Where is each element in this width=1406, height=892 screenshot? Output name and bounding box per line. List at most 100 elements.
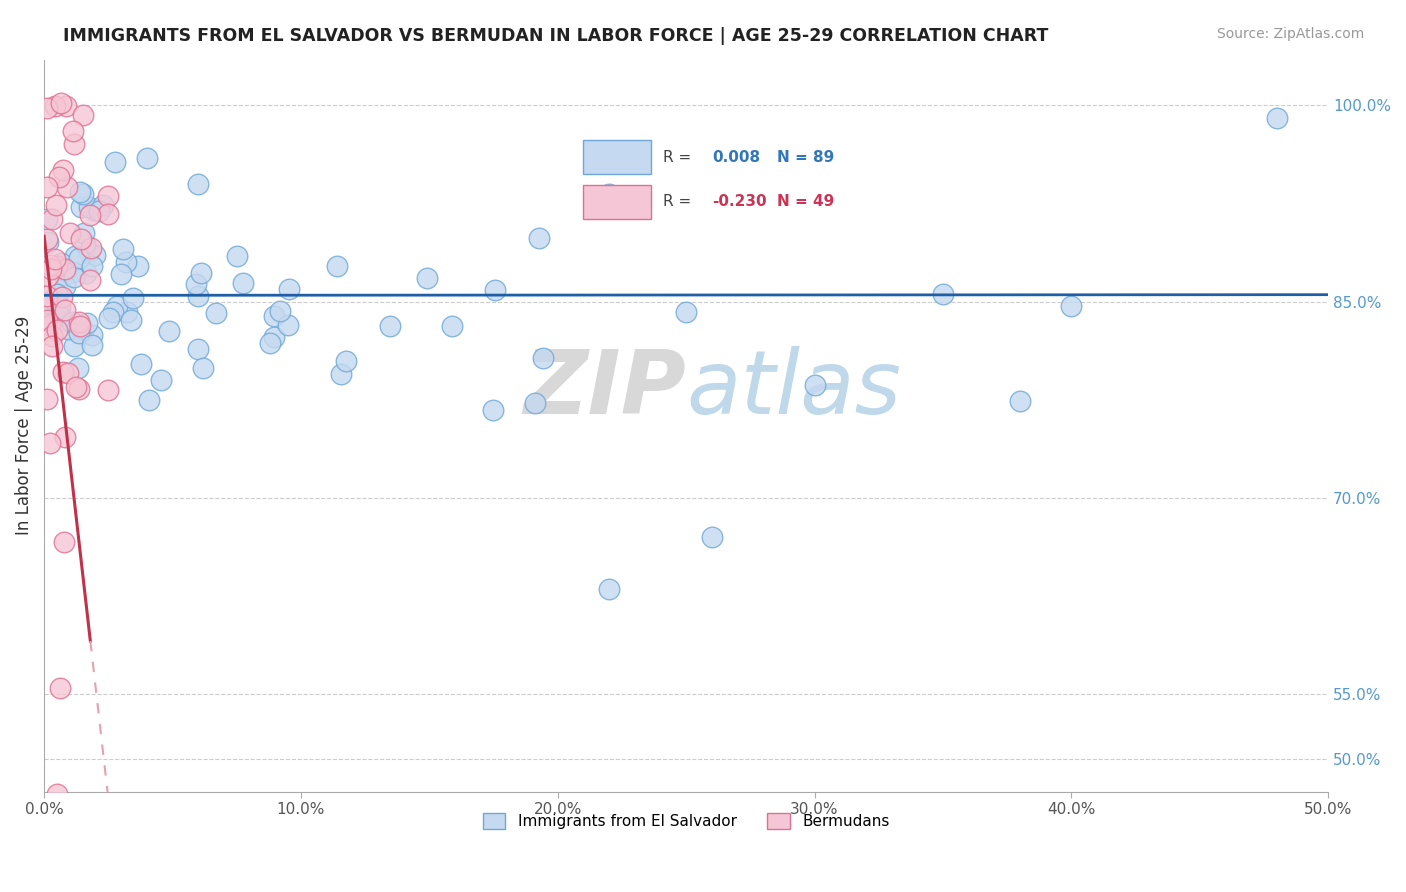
Point: [79, 272, 101, 286]
Point: [157, 324, 180, 338]
Point: [529, 231, 551, 245]
Point: [72, 108, 94, 122]
Point: [48, 300, 70, 314]
Point: [84, 248, 107, 262]
Point: [190, 266, 212, 280]
Y-axis label: In Labor Force | Age 25-29: In Labor Force | Age 25-29: [15, 316, 32, 535]
Point: [58, 321, 80, 335]
Point: [46, 787, 69, 801]
Point: [83, 203, 105, 218]
Point: [67, 326, 90, 340]
Point: [225, 249, 247, 263]
Point: [329, 367, 352, 381]
Point: [53, 261, 76, 276]
Point: [77, 200, 100, 214]
Point: [76, 316, 98, 330]
Point: [484, 283, 506, 297]
Point: [69, 318, 91, 333]
Point: [53, 278, 76, 293]
Point: [72, 323, 94, 337]
Point: [277, 318, 299, 333]
Point: [263, 310, 285, 324]
Point: [380, 318, 402, 333]
Point: [335, 354, 357, 368]
Point: [481, 403, 503, 417]
Point: [531, 351, 554, 366]
Point: [45, 323, 67, 337]
Point: [73, 236, 96, 251]
Point: [55, 302, 77, 317]
Point: [37, 268, 59, 283]
Point: [675, 304, 697, 318]
Point: [62, 124, 84, 138]
Point: [41, 339, 63, 353]
Point: [48, 170, 70, 185]
Point: [149, 373, 172, 387]
Point: [35, 101, 58, 115]
Point: [416, 271, 439, 285]
Point: [97, 206, 120, 220]
Point: [44, 99, 66, 113]
Point: [52, 163, 75, 178]
Point: [77, 244, 100, 259]
Point: [45, 197, 67, 211]
Point: [35, 392, 58, 406]
Point: [187, 177, 209, 191]
Point: [205, 305, 228, 319]
Point: [91, 198, 114, 212]
Point: [49, 681, 72, 695]
Point: [110, 267, 132, 281]
Point: [55, 263, 77, 277]
Point: [263, 330, 285, 344]
Point: [42, 293, 65, 307]
Point: [45, 260, 67, 274]
Point: [72, 186, 94, 201]
Point: [53, 535, 76, 549]
Point: [38, 301, 60, 315]
Point: [120, 313, 142, 327]
Point: [115, 304, 138, 318]
Point: [65, 380, 87, 394]
Point: [1060, 300, 1083, 314]
Point: [37, 289, 59, 303]
Point: [38, 258, 60, 272]
Point: [35, 211, 58, 226]
Point: [41, 211, 63, 226]
Point: [135, 151, 157, 165]
Point: [524, 396, 547, 410]
Point: [440, 319, 463, 334]
Point: [67, 315, 90, 329]
Point: [67, 251, 90, 265]
Point: [67, 360, 90, 375]
Point: [232, 276, 254, 290]
Point: [35, 296, 58, 310]
Point: [52, 365, 75, 379]
Point: [114, 254, 136, 268]
Point: [72, 226, 94, 240]
Point: [187, 289, 209, 303]
Point: [62, 265, 84, 279]
Point: [62, 270, 84, 285]
Point: [62, 137, 84, 152]
Point: [97, 310, 120, 325]
Point: [187, 343, 209, 357]
Point: [269, 304, 291, 318]
Text: ZIP: ZIP: [523, 346, 686, 433]
Point: [69, 185, 91, 199]
Point: [105, 299, 128, 313]
Point: [97, 384, 120, 398]
Point: [87, 204, 110, 219]
Point: [101, 305, 124, 319]
Point: [60, 315, 83, 329]
Point: [59, 226, 82, 240]
Point: [51, 289, 73, 303]
Point: [49, 95, 72, 110]
Point: [39, 261, 62, 276]
Point: [598, 582, 620, 597]
Point: [53, 430, 76, 444]
Point: [79, 208, 101, 222]
Point: [79, 241, 101, 255]
Point: [55, 99, 77, 113]
Point: [278, 282, 301, 296]
Text: IMMIGRANTS FROM EL SALVADOR VS BERMUDAN IN LABOR FORCE | AGE 25-29 CORRELATION C: IMMIGRANTS FROM EL SALVADOR VS BERMUDAN …: [63, 27, 1049, 45]
